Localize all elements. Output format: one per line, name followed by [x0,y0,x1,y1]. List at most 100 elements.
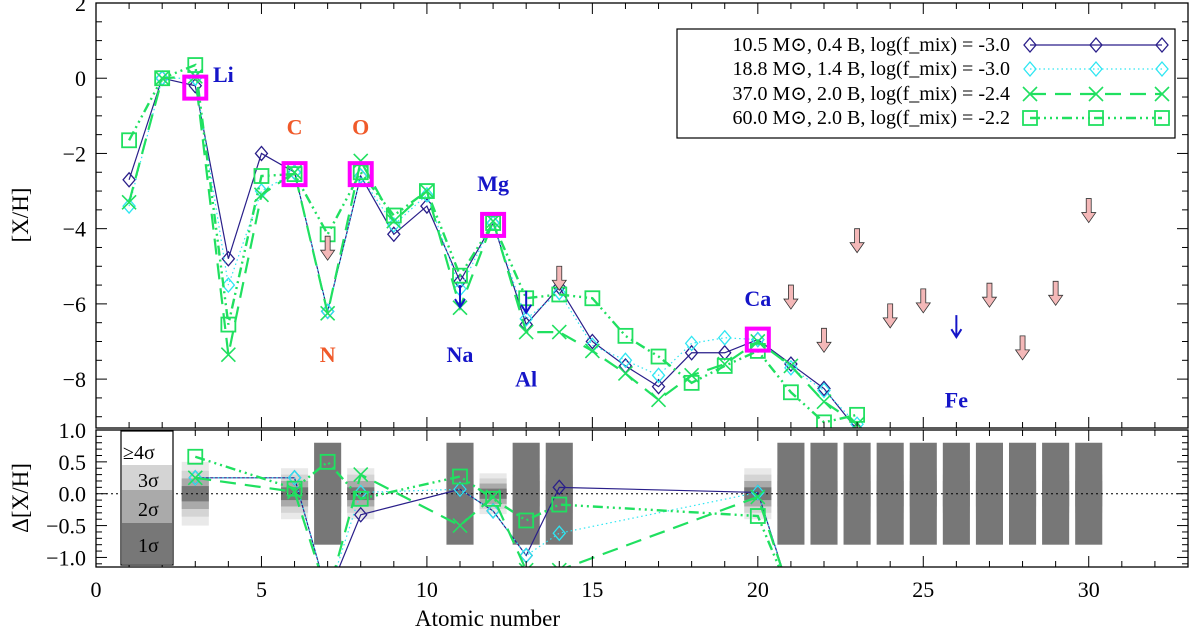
top-series-3-point [617,365,634,382]
top-series-3-point [816,394,832,410]
top-series-1-point [221,250,236,267]
top-series-2-line [128,77,858,425]
top-series-2-point [817,382,831,399]
y-tick-label-top: 2 [75,0,86,16]
legend-sample-marker-3 [1154,86,1170,102]
bottom-series-3-point [551,562,567,567]
top-series-4-point [154,70,171,87]
y-tick-label-bottom: −0.5 [46,514,86,539]
x-tick-label: 20 [747,577,769,602]
top-series-3-point [584,343,600,359]
x-tick-label: 0 [91,577,102,602]
top-series-4-point [187,57,204,73]
element-label-na: Na [447,342,474,367]
top-series-4-point [683,374,700,391]
bottom-series-2-point [188,469,203,486]
bottom-series-1-point [785,589,797,603]
bottom-series-2-point [552,525,567,542]
bottom-series-2-point [453,481,467,498]
bottom-series-1-point [353,506,368,523]
bottom-series-4-point [485,490,501,507]
legend-samples [1022,37,1170,126]
top-series-2-point [122,198,136,215]
top-series-3-point [518,324,534,340]
upper-limit-arrow [783,284,799,310]
upper-limit-arrow [816,327,832,354]
bottom-series-3-point [750,489,766,505]
top-series-1-point [386,226,401,243]
y-tick-label-top: 0 [75,66,86,91]
bottom-series-3-point [187,470,203,486]
top-series-1-point [651,378,666,395]
top-series-3-point [750,333,766,350]
x-tick-label: 30 [1078,577,1100,602]
bottom-series-3-point [452,518,468,534]
top-annotations: Li C O N Mg Na Al Ca Fe [182,62,1097,412]
top-series-1-point [684,344,699,361]
bottom-series-4-point [286,480,303,497]
bottom-series-4-point [749,508,766,524]
legend-sample-marker-3 [1088,86,1104,102]
sigma-bar [810,442,838,545]
element-label-fe: Fe [945,387,968,412]
bottom-series-4-point [187,448,204,465]
top-series-4-point [419,183,435,199]
top-series-3-point [419,183,435,199]
x-tick-label: 5 [256,577,267,602]
bottom-series-1-point [552,479,567,496]
sigma-1-swatch [122,523,172,564]
bottom-series-4-point [319,453,336,470]
sigma-bar [479,488,507,499]
top-series-4-point [485,215,501,231]
y-tick-label-top: −4 [63,217,86,242]
element-label-c: C [287,115,303,140]
legend: 10.5 M⊙, 0.4 B, log(f_mix) = -3.0 18.8 M… [676,28,1176,139]
legend-sample-marker-1 [1023,37,1037,53]
sigma-3-swatch [122,465,172,490]
upper-limit-arrow [1014,335,1031,361]
top-panel-frame [95,2,1189,429]
top-series-4-point [617,327,634,344]
legend-sample-marker-1 [1155,37,1169,53]
top-series-1-point [122,171,136,188]
top-series-4-point [650,348,667,365]
bottom-series-4-point [784,589,798,603]
top-series-4-point [121,132,137,149]
top-series-2-point [552,284,567,301]
observed-abundance-marker [182,74,209,101]
bottom-series-3-line [195,473,783,567]
bottom-series-4-point [551,496,568,513]
observed-abundance-marker [347,161,374,188]
top-series-2-point [221,277,236,294]
x-tick-label: 15 [581,577,603,602]
observed-abundance-marker [480,211,507,238]
upper-limit-arrow [849,228,865,254]
top-series-1-point [188,77,203,94]
bottom-series-2-point [486,502,500,519]
bottom-series-2-point [322,589,334,603]
legend-entry-1: 10.5 M⊙, 0.4 B, log(f_mix) = -3.0 [733,34,1010,56]
bottom-series-4-line [194,455,781,567]
y-axis-label-top: [X/H] [8,188,33,243]
top-series-4-point [452,267,468,284]
legend-sample-marker-2 [1023,61,1037,77]
bottom-series-2-point [287,469,302,486]
element-label-ca: Ca [744,286,771,311]
legend-sample-marker-4 [1088,110,1104,126]
bottom-series-1-line [195,477,783,567]
top-series-4-point [584,290,601,307]
sigma-bar [1075,442,1103,545]
top-series-3-point [551,324,567,340]
sigma-bar [181,486,209,502]
top-series-2-point [651,367,666,384]
measured-upper-limit-arrow [520,290,533,315]
legend-entry-4: 60.0 M⊙, 2.0 B, log(f_mix) = -2.2 [733,107,1010,129]
top-series-1-point [585,333,600,350]
top-series-2-point [585,337,600,354]
measured-upper-limit-arrow [454,285,466,309]
top-series-4-line [128,63,858,424]
y-tick-label-bottom: 1.0 [59,418,87,443]
y-tick-label-bottom: 0.0 [59,482,87,507]
